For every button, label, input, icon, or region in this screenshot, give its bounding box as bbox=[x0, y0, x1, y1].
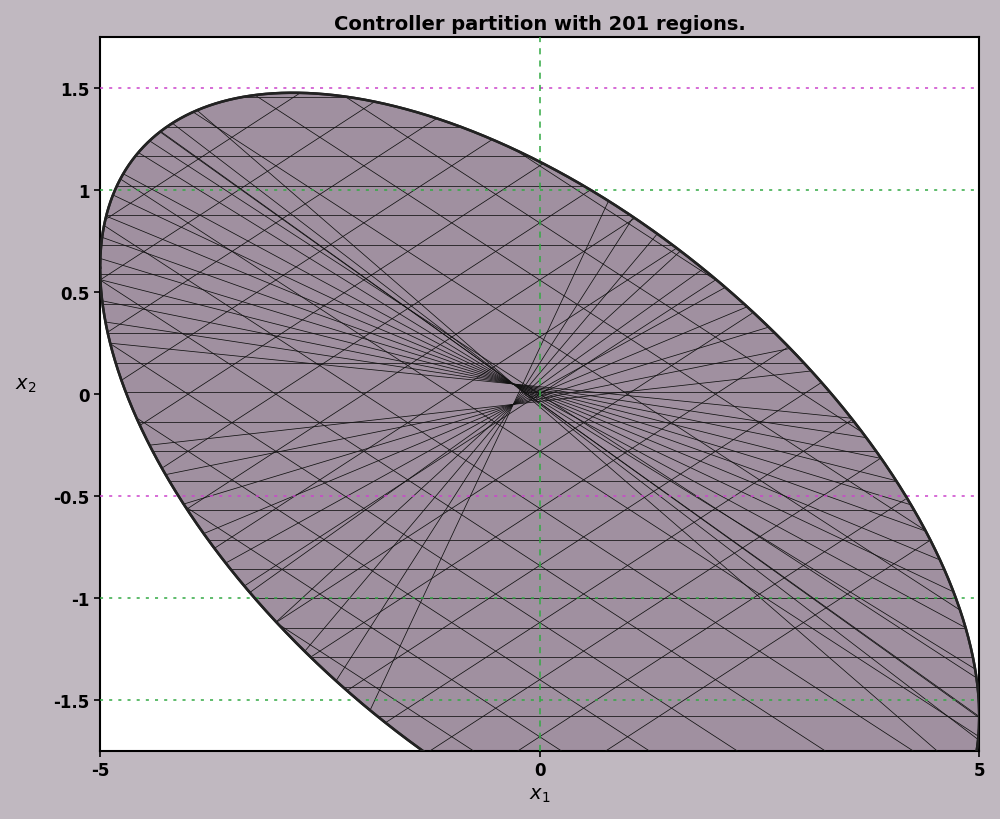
PathPatch shape bbox=[100, 38, 979, 819]
Title: Controller partition with 201 regions.: Controller partition with 201 regions. bbox=[334, 15, 746, 34]
Y-axis label: $x_2$: $x_2$ bbox=[15, 376, 36, 395]
X-axis label: $x_1$: $x_1$ bbox=[529, 785, 550, 804]
